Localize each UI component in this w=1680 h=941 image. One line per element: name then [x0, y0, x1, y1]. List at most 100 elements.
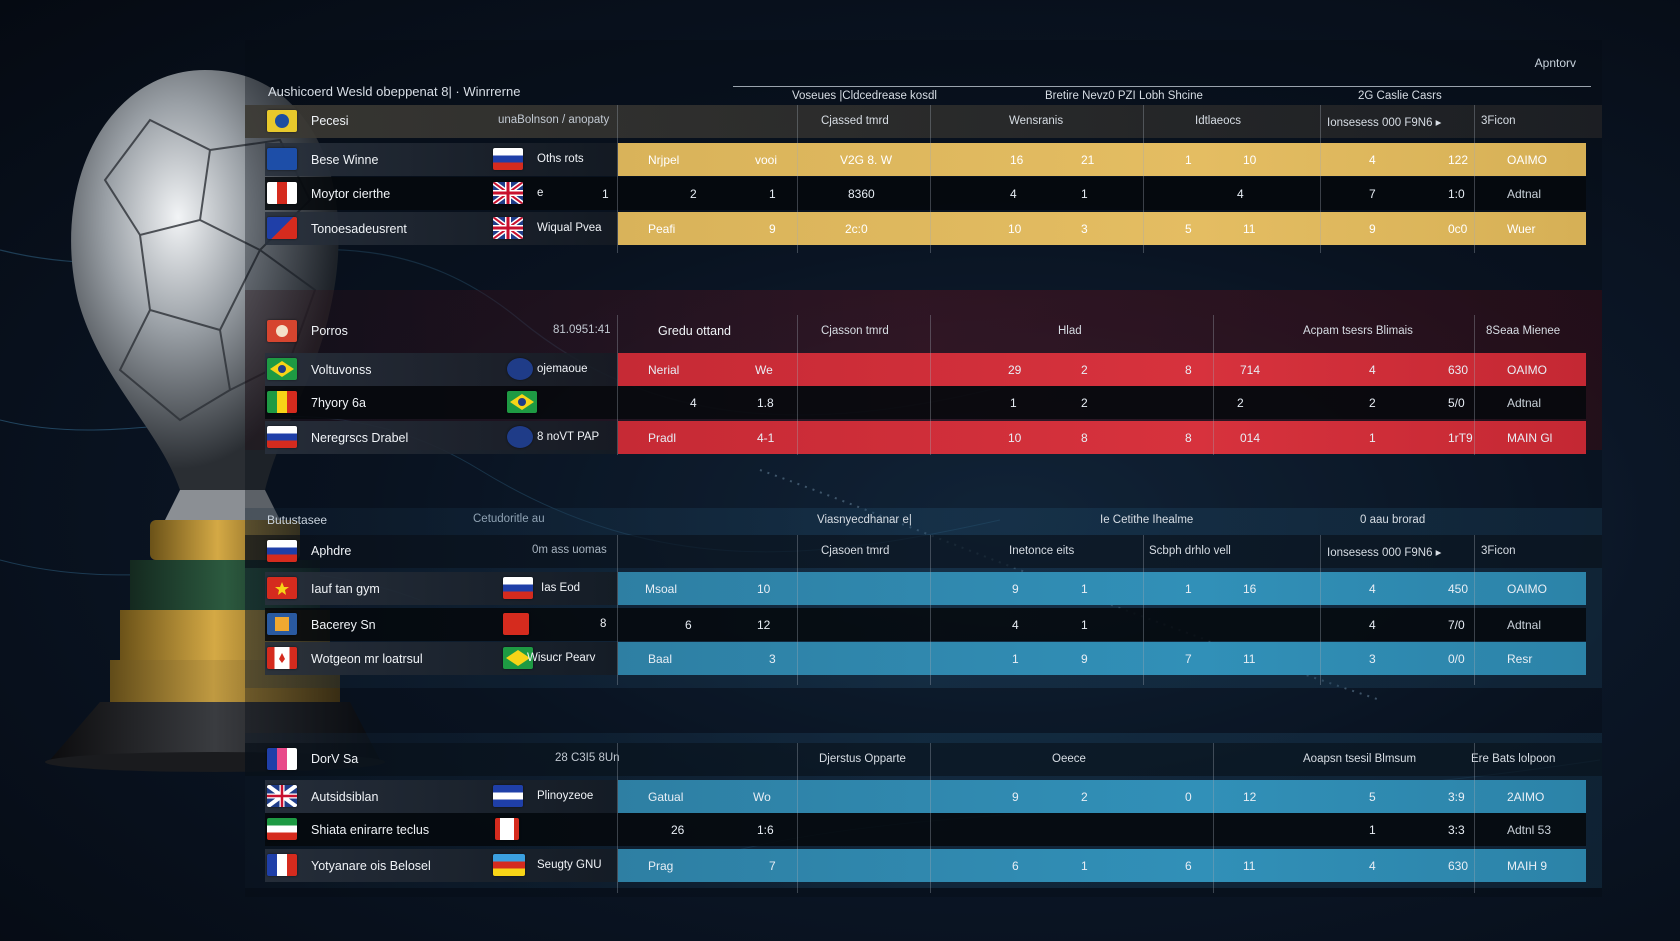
- cell: 1: [1369, 431, 1376, 445]
- cell: 4-1: [757, 431, 775, 445]
- table-row[interactable]: Moytor cierthe e 1 2 1 8360 4 1 4 7 1:0 …: [245, 177, 1602, 210]
- country-name: 8: [600, 618, 607, 630]
- cell: 3: [769, 652, 776, 666]
- cell: 11: [1243, 859, 1256, 873]
- cell: 7: [1185, 652, 1192, 666]
- cell: 8: [1185, 363, 1192, 377]
- country-flag-icon: [503, 613, 529, 635]
- team-name: Bese Winne: [311, 153, 379, 167]
- cell: 8: [1185, 431, 1192, 445]
- cell: 26: [671, 823, 685, 837]
- table-row[interactable]: Iauf tan gym Ias Eod Msoal 10 9 1 1 16 4…: [245, 572, 1602, 605]
- cell: 1: [1010, 396, 1017, 410]
- col-head-3: Aoapsn tsesil Blmsum: [1303, 753, 1417, 765]
- cell: Peafi: [648, 222, 676, 236]
- cell: 3: [1369, 652, 1376, 666]
- cell: 014: [1240, 431, 1261, 445]
- cell: Adtnl 53: [1507, 823, 1552, 837]
- table-row[interactable]: Neregrscs Drabel 8 noVT PAP Pradl 4-1 10…: [245, 421, 1602, 454]
- cell: We: [755, 363, 773, 377]
- cell: 1: [1185, 582, 1192, 596]
- table-row[interactable]: Autsidsiblan Plinoyzeoe Gatual Wo 9 2 0 …: [245, 780, 1602, 813]
- cell: 2: [1081, 790, 1088, 804]
- country-name: Plinoyzeoe: [537, 790, 594, 802]
- col-head-3: Idtlaeocs: [1195, 115, 1242, 127]
- country-flag-icon: [493, 182, 523, 204]
- cell: 1: [1081, 187, 1088, 201]
- cell: Wo: [753, 790, 771, 804]
- country-name: Wisucr Pearv: [527, 652, 596, 664]
- cell: 2: [1369, 396, 1376, 410]
- table-row[interactable]: Bacerey Sn 8 6 12 4 1 4 7/0 Adtnal: [245, 608, 1602, 641]
- team-name: Shiata enirarre teclus: [311, 823, 430, 837]
- table-row[interactable]: Tonoesadeusrent Wiqual Pvea Peafi 9 2c:0…: [245, 212, 1602, 245]
- header-divider: [733, 86, 1591, 87]
- team-name: Yotyanare ois Belosel: [311, 859, 431, 873]
- club-crest-icon: [267, 785, 297, 807]
- club-crest-icon: [267, 426, 297, 448]
- cell: 630: [1448, 363, 1469, 377]
- country-name: ojemaoue: [537, 363, 588, 375]
- table-row[interactable]: Bese Winne Oths rots Nrjpel vooi V2G 8. …: [245, 143, 1602, 176]
- cell: Nrjpel: [648, 153, 680, 167]
- club-crest-icon: [267, 818, 297, 840]
- col-head-5: 3Ficon: [1481, 115, 1516, 127]
- cell: 6: [1185, 859, 1192, 873]
- group-subtitle: Cetudoritle au: [473, 513, 545, 525]
- table-row[interactable]: Voltuvonss ojemaoue Nerial We 29 2 8 714…: [245, 353, 1602, 386]
- cell: 2: [1081, 363, 1088, 377]
- cell: 8: [1081, 431, 1088, 445]
- cell: 4: [1369, 363, 1376, 377]
- group-header: Pecesi unaBolnson / anopaty Cjassed tmrd…: [245, 105, 1602, 138]
- table-row[interactable]: 7hyory 6a 4 1.8 1 2 2 2 5/0 Adtnal: [245, 386, 1602, 419]
- group-label: Porros: [311, 324, 348, 338]
- club-crest-icon: [267, 391, 297, 413]
- table-row[interactable]: Shiata enirarre teclus 26 1:6 1 3:3 Adtn…: [245, 813, 1602, 846]
- column-divider: [1474, 743, 1475, 893]
- cell: 10: [1008, 431, 1022, 445]
- group-subtitle: unaBolnson / anopaty: [498, 114, 610, 126]
- cell: OAIMO: [1507, 153, 1548, 167]
- country-flag-icon: [493, 148, 523, 170]
- cell: Adtnal: [1507, 187, 1542, 201]
- cell: Adtnal: [1507, 618, 1542, 632]
- page-title: Aushicoerd Wesld obeppenat 8| · Winrrern…: [268, 84, 521, 99]
- cell: 9: [1081, 652, 1088, 666]
- club-crest-icon: [267, 148, 297, 170]
- cell: 5/0: [1448, 396, 1465, 410]
- column-divider: [1474, 105, 1475, 253]
- cell: 1: [1081, 582, 1088, 596]
- club-crest-icon: [267, 647, 297, 669]
- cell: 4: [690, 396, 697, 410]
- table-row[interactable]: Yotyanare ois Belosel Seugty GNU Prag 7 …: [245, 849, 1602, 882]
- col-head-4: Ere Bats lolpoon: [1471, 753, 1556, 765]
- cell: Nerial: [648, 363, 680, 377]
- group-badge-icon: [267, 110, 297, 132]
- cell: 12: [757, 618, 771, 632]
- col-head-2: Inetonce eits: [1009, 545, 1075, 557]
- column-divider: [617, 535, 618, 685]
- club-emblem-icon: [507, 426, 533, 448]
- cell: 3:9: [1448, 790, 1465, 804]
- table-row[interactable]: Wotgeon mr loatrsul Wisucr Pearv Baal 3 …: [245, 642, 1602, 675]
- column-divider: [1474, 315, 1475, 455]
- group-header: Aphdre 0m ass uomas Cjasoen tmrd Inetonc…: [245, 535, 1602, 568]
- cell: Adtnal: [1507, 396, 1542, 410]
- group-label: DorV Sa: [311, 752, 359, 766]
- cell: 11: [1243, 652, 1256, 666]
- team-name: Autsidsiblan: [311, 790, 379, 804]
- club-crest-icon: [267, 358, 297, 380]
- cell: OAIMO: [1507, 363, 1548, 377]
- cell: 1:0: [1448, 187, 1465, 201]
- panel-corner-label[interactable]: Apntorv: [1534, 56, 1576, 70]
- top-group-head-2: Bretire Nevz0 PZI Lobh Shcine: [1045, 90, 1203, 102]
- group-badge-icon: [267, 540, 297, 562]
- cell: 8360: [848, 187, 875, 201]
- cell: MAIH 9: [1507, 859, 1548, 873]
- column-divider: [1320, 105, 1321, 253]
- column-divider: [1143, 105, 1144, 253]
- country-name: Seugty GNU: [537, 859, 602, 871]
- group-sub-label: Aphdre: [311, 544, 352, 558]
- group-sub-subtitle: 0m ass uomas: [532, 544, 607, 556]
- team-name: Tonoesadeusrent: [311, 222, 407, 236]
